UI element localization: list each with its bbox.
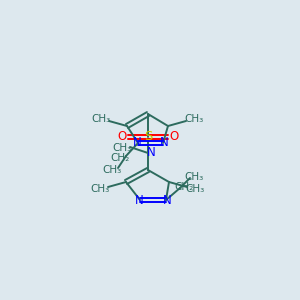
Text: CH₂: CH₂ (174, 182, 194, 192)
Text: N: N (147, 146, 155, 160)
Text: CH₃: CH₃ (185, 184, 205, 194)
Text: CH₃: CH₃ (112, 143, 132, 153)
Text: S: S (144, 130, 152, 143)
Text: CH₃: CH₃ (90, 184, 110, 194)
Text: CH₃: CH₃ (184, 114, 204, 124)
Text: O: O (117, 130, 127, 143)
Text: CH₂: CH₂ (110, 153, 130, 163)
Text: N: N (163, 194, 171, 208)
Text: O: O (169, 130, 178, 143)
Text: N: N (135, 194, 143, 208)
Text: CH₃: CH₃ (102, 165, 122, 175)
Text: N: N (133, 136, 141, 148)
Text: N: N (160, 136, 168, 148)
Text: CH₃: CH₃ (184, 172, 204, 182)
Text: CH₃: CH₃ (92, 114, 111, 124)
